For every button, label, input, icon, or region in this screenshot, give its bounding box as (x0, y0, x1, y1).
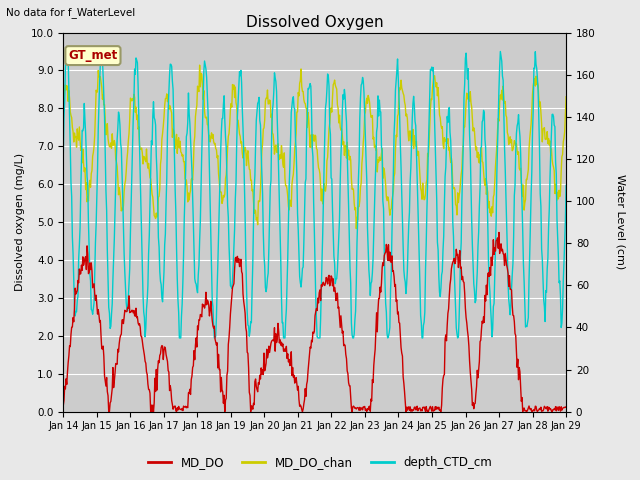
Y-axis label: Water Level (cm): Water Level (cm) (615, 175, 625, 270)
Y-axis label: Dissolved oxygen (mg/L): Dissolved oxygen (mg/L) (15, 153, 25, 291)
Title: Dissolved Oxygen: Dissolved Oxygen (246, 15, 383, 30)
Text: GT_met: GT_met (68, 49, 118, 62)
Text: No data for f_WaterLevel: No data for f_WaterLevel (6, 7, 136, 18)
Legend: MD_DO, MD_DO_chan, depth_CTD_cm: MD_DO, MD_DO_chan, depth_CTD_cm (143, 452, 497, 474)
